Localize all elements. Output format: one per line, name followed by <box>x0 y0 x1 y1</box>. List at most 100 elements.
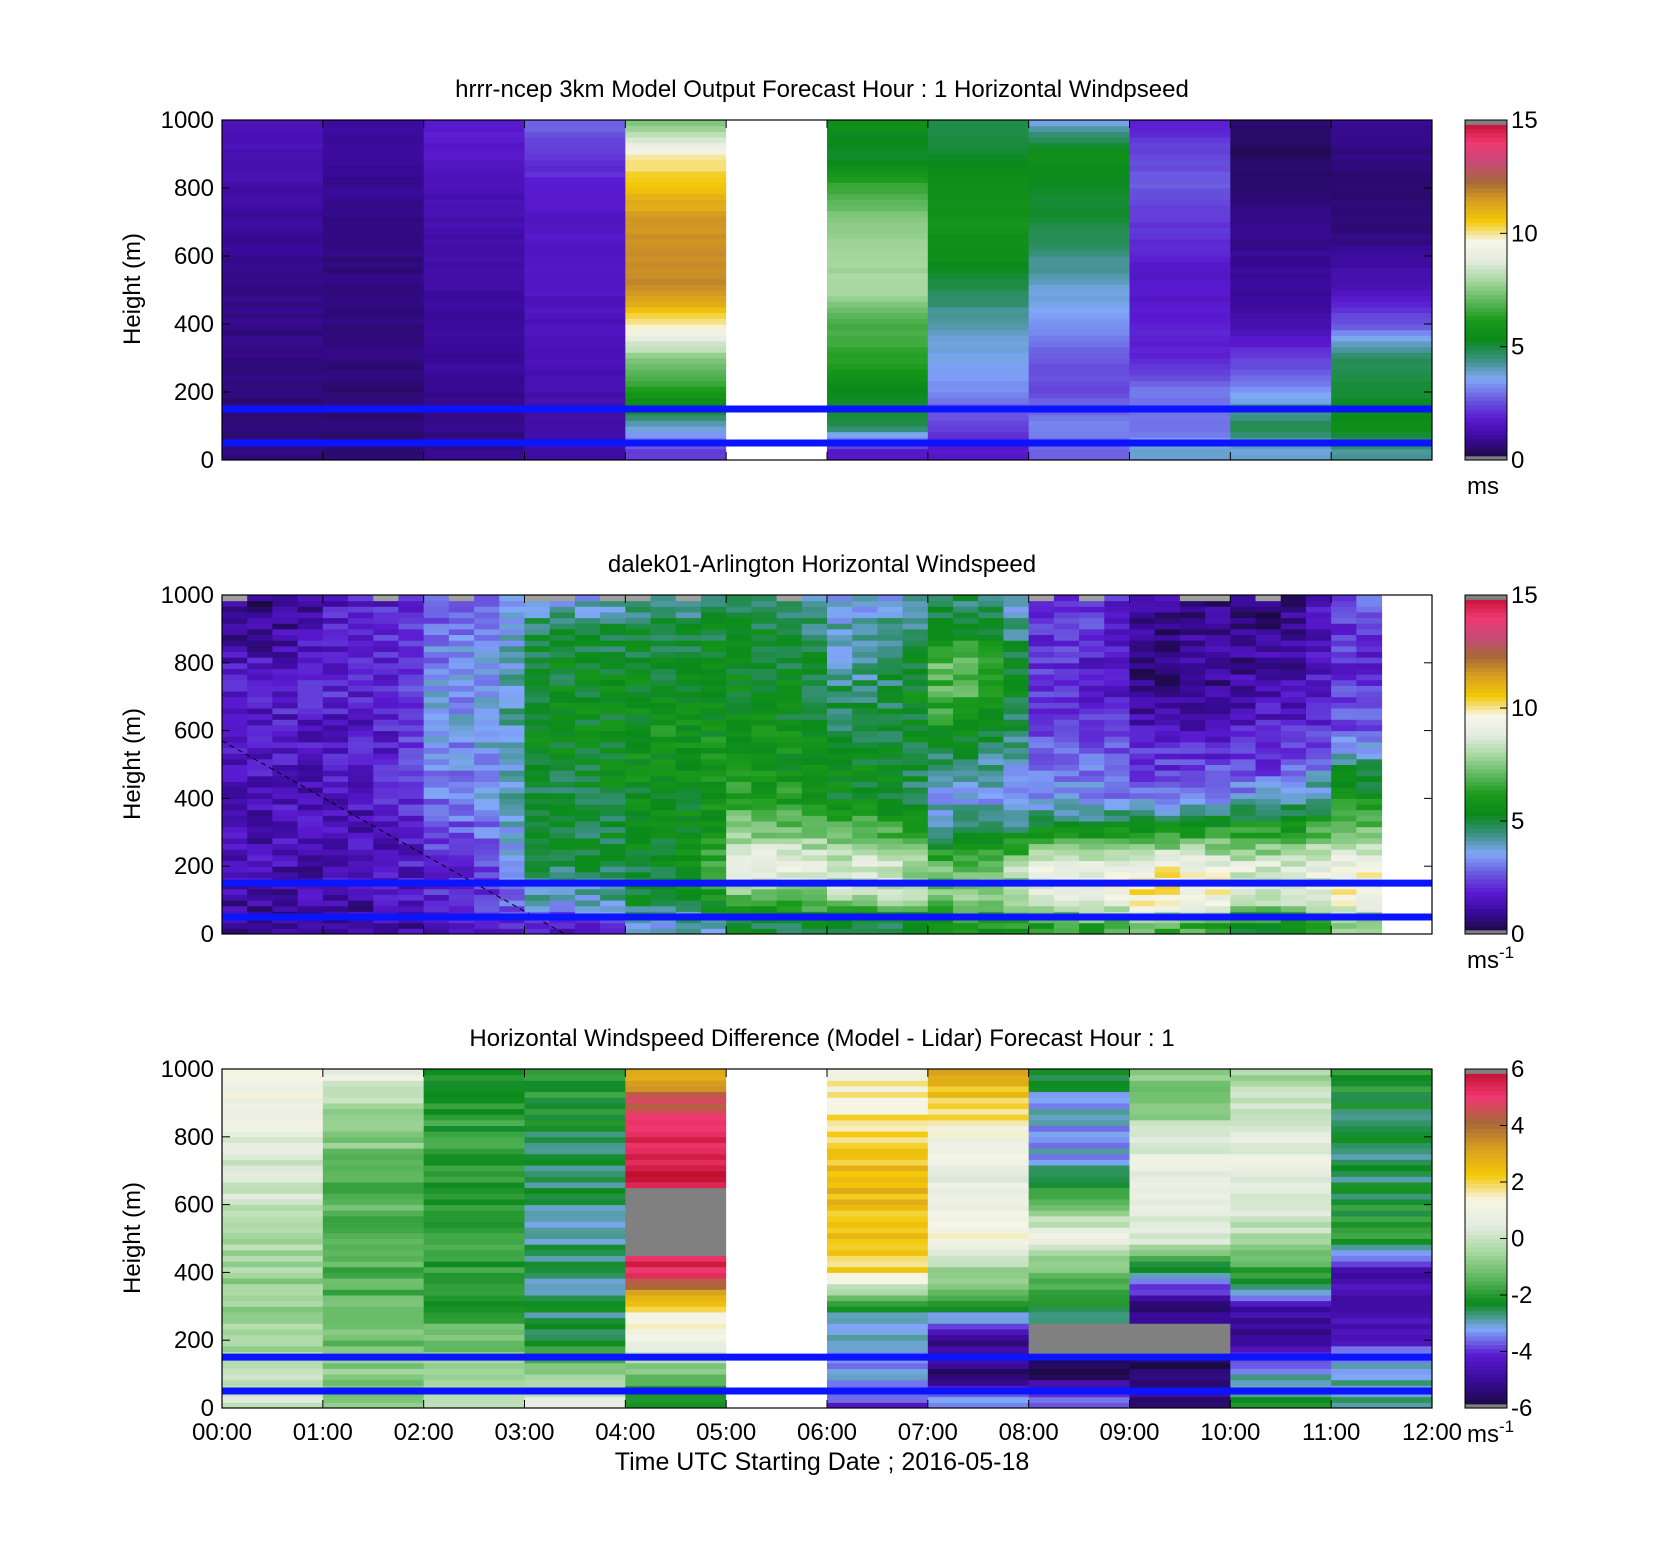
heatmap-cell <box>423 1317 525 1324</box>
heatmap-cell <box>1129 341 1231 348</box>
heatmap-cell <box>1331 131 1433 138</box>
heatmap-cell <box>1230 1198 1332 1206</box>
heatmap-cell <box>877 736 904 743</box>
heatmap-cell <box>1280 679 1307 686</box>
colorbar-swatch <box>1465 421 1507 427</box>
heatmap-cell <box>625 905 652 912</box>
heatmap-cell <box>625 730 652 737</box>
heatmap-cell <box>222 702 248 709</box>
heatmap-cell <box>1230 837 1257 845</box>
heatmap-cell <box>827 125 929 132</box>
heatmap-cell <box>1356 821 1383 828</box>
heatmap-cell <box>1331 854 1357 862</box>
heatmap-cell <box>827 775 853 782</box>
heatmap-cell <box>1230 1165 1332 1172</box>
heatmap-cell <box>726 1221 828 1228</box>
heatmap-cell <box>1280 651 1307 658</box>
heatmap-cell <box>322 159 425 166</box>
heatmap-cell <box>1028 193 1130 200</box>
heatmap-cell <box>524 860 551 867</box>
heatmap-cell <box>852 634 878 641</box>
heatmap-cell <box>852 730 878 737</box>
heatmap-cell <box>574 781 601 788</box>
heatmap-cell <box>348 702 374 709</box>
heatmap-cell <box>927 426 1030 433</box>
heatmap-cell <box>1129 1091 1231 1098</box>
heatmap-cell <box>978 905 1004 912</box>
heatmap-cell <box>373 736 399 743</box>
heatmap-cell <box>1331 1153 1433 1160</box>
heatmap-cell <box>726 719 752 726</box>
heatmap-cell <box>549 753 576 760</box>
heatmap-cell <box>827 1266 929 1273</box>
heatmap-cell <box>625 307 727 314</box>
heatmap-cell <box>1028 894 1055 901</box>
heatmap-cell <box>423 176 525 183</box>
heatmap-cell <box>625 261 727 268</box>
heatmap-cell <box>1003 640 1030 647</box>
x-tick-label: 08:00 <box>999 1419 1059 1446</box>
heatmap-cell <box>1129 804 1156 811</box>
heatmap-cell <box>726 216 828 223</box>
heatmap-cell <box>902 611 929 619</box>
heatmap-cell <box>348 832 374 839</box>
colorbar-swatch <box>1465 1128 1507 1134</box>
heatmap-cell <box>1230 318 1332 325</box>
heatmap-cell <box>650 894 677 901</box>
heatmap-cell <box>1230 222 1332 229</box>
colorbar-swatch <box>1465 633 1507 638</box>
heatmap-cell <box>1230 894 1257 901</box>
heatmap-cell <box>1230 696 1257 703</box>
heatmap-cell <box>1255 781 1282 788</box>
heatmap-cell <box>423 1198 525 1206</box>
heatmap-cell <box>448 628 475 636</box>
heatmap-cell <box>751 775 778 782</box>
heatmap-cell <box>1205 837 1231 845</box>
heatmap-cell <box>978 770 1004 777</box>
heatmap-cell <box>700 600 727 607</box>
heatmap-cell <box>1230 273 1332 280</box>
heatmap-cell <box>1104 662 1130 669</box>
heatmap-cell <box>801 595 828 602</box>
heatmap-cell <box>1230 125 1332 132</box>
heatmap-cell <box>448 792 475 799</box>
heatmap-cell <box>1280 826 1307 833</box>
heatmap-cell <box>322 826 349 833</box>
heatmap-cell <box>650 928 677 935</box>
heatmap-cell <box>247 866 273 873</box>
heatmap-cell <box>1205 651 1231 658</box>
heatmap-cell <box>1129 1182 1231 1189</box>
heatmap-cell <box>1129 595 1156 602</box>
heatmap-cell <box>927 860 954 867</box>
heatmap-cell <box>1053 792 1080 799</box>
heatmap-cell <box>1179 719 1206 726</box>
heatmap-cell <box>726 392 828 399</box>
heatmap-cell <box>1230 1108 1332 1115</box>
colorbar-tick-label: 15 <box>1511 582 1538 609</box>
heatmap-cell <box>272 736 299 743</box>
colorbar-swatch <box>1465 607 1507 613</box>
heatmap-cell <box>1331 1176 1433 1183</box>
heatmap-cell <box>927 182 1030 189</box>
heatmap-cell <box>1331 634 1357 641</box>
heatmap-cell <box>423 741 450 749</box>
heatmap-cell <box>272 888 299 895</box>
heatmap-cell <box>1305 809 1332 816</box>
heatmap-cell <box>448 696 475 703</box>
heatmap-cell <box>322 216 425 223</box>
heatmap-cell <box>675 640 702 647</box>
heatmap-cell <box>423 1402 525 1409</box>
heatmap-cell <box>1028 131 1130 138</box>
heatmap-cell <box>1179 741 1206 749</box>
heatmap-cell <box>222 1159 324 1166</box>
heatmap-cell <box>524 1204 626 1211</box>
heatmap-cell <box>398 753 425 760</box>
heatmap-cell <box>474 792 500 799</box>
heatmap-cell <box>1356 837 1383 845</box>
heatmap-cell <box>700 849 727 856</box>
heatmap-cell <box>1079 730 1105 737</box>
heatmap-cell <box>751 634 778 641</box>
heatmap-cell <box>978 662 1004 669</box>
heatmap-cell <box>1104 894 1130 901</box>
heatmap-cell <box>600 832 626 839</box>
